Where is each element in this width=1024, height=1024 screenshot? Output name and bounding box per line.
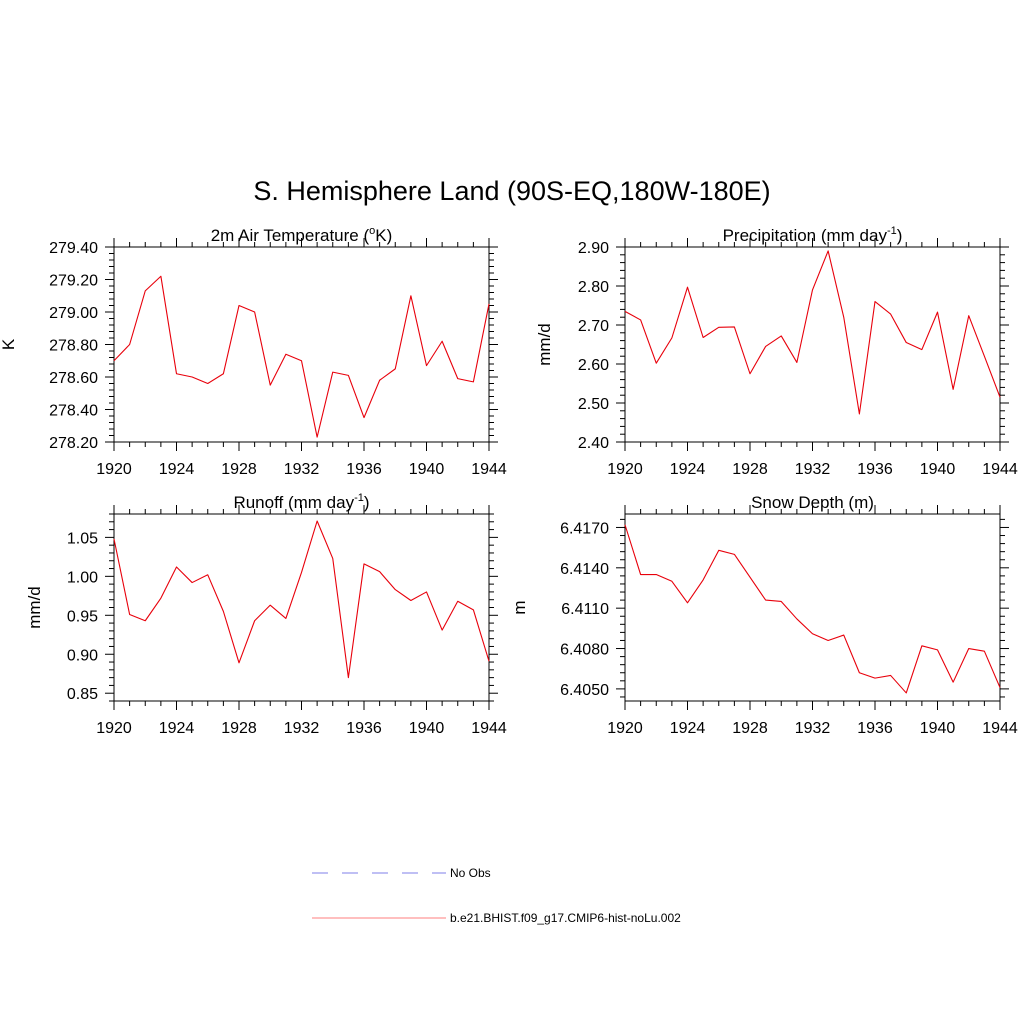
y-axis-label: K: [0, 338, 18, 350]
y-tick-label: 278.60: [49, 370, 98, 387]
x-tick-label: 1920: [607, 461, 643, 478]
panel-temperature: 1920 1924 1928 1932 1936 1940 1944 278.20 278.40…: [0, 225, 507, 478]
y-tick-label: 278.80: [49, 338, 98, 355]
y-tick-label: 0.90: [67, 647, 98, 664]
x-tick-label: 1944: [982, 720, 1018, 737]
y-tick-label: 279.20: [49, 273, 98, 290]
y-axis-label: mm/d: [535, 323, 554, 366]
y-axis-label: mm/d: [25, 586, 44, 629]
y-tick-label: 6.4050: [560, 682, 609, 699]
x-tick-label: 1932: [795, 720, 831, 737]
panel-title: Snow Depth (m): [751, 493, 874, 512]
x-tick-label: 1928: [221, 461, 257, 478]
x-tick-label: 1924: [670, 461, 706, 478]
y-tick-label: 1.05: [67, 530, 98, 547]
x-tick-label: 1936: [346, 720, 382, 737]
y-tick-label: 279.40: [49, 240, 98, 257]
x-tick-label: 1920: [96, 461, 132, 478]
legend-model-label: b.e21.BHIST.f09_g17.CMIP6-hist-noLu.002: [450, 911, 681, 925]
legend-obs-label: No Obs: [450, 866, 491, 880]
x-tick-label: 1932: [284, 461, 320, 478]
series-line: [624, 524, 1001, 694]
plot-frame: [113, 246, 490, 443]
y-tick-label: 2.90: [578, 240, 609, 257]
x-tick-label: 1932: [284, 720, 320, 737]
x-tick-label: 1928: [221, 720, 257, 737]
panel-precipitation: 1920 1924 1928 1932 1936 1940 1944 2.40 2.50 2.60…: [535, 225, 1018, 478]
x-tick-label: 1928: [732, 720, 768, 737]
y-tick-label: 2.80: [578, 279, 609, 296]
y-tick-label: 6.4140: [560, 561, 609, 578]
x-tick-label: 1944: [982, 461, 1018, 478]
panel-runoff: 1920 1924 1928 1932 1936 1940 1944 0.85 0.90 0.95…: [25, 492, 507, 737]
y-tick-label: 6.4110: [561, 601, 609, 618]
x-tick-label: 1944: [471, 461, 507, 478]
x-tick-label: 1940: [920, 720, 956, 737]
x-tick-label: 1944: [471, 720, 507, 737]
figure-title: S. Hemisphere Land (90S-EQ,180W-180E): [253, 176, 770, 206]
x-tick-label: 1940: [409, 461, 445, 478]
panels: 1920 1924 1928 1932 1936 1940 1944 278.20 278.40…: [0, 225, 1018, 737]
x-tick-label: 1924: [670, 720, 706, 737]
panel-title: Runoff (mm day-1): [233, 492, 369, 512]
x-tick-label: 1924: [159, 720, 195, 737]
y-tick-label: 2.70: [578, 318, 609, 335]
x-tick-label: 1928: [732, 461, 768, 478]
y-tick-label: 6.4170: [560, 520, 609, 537]
x-tick-label: 1920: [607, 720, 643, 737]
x-tick-label: 1920: [96, 720, 132, 737]
y-tick-label: 1.00: [67, 569, 98, 586]
y-tick-label: 2.60: [578, 357, 609, 374]
y-tick-label: 2.40: [578, 435, 609, 452]
x-tick-label: 1940: [920, 461, 956, 478]
panel-title: 2m Air Temperature (oK): [211, 225, 393, 245]
x-tick-label: 1932: [795, 461, 831, 478]
x-tick-label: 1936: [857, 461, 893, 478]
x-tick-label: 1936: [346, 461, 382, 478]
x-tick-label: 1924: [159, 461, 195, 478]
y-tick-label: 278.40: [49, 403, 98, 420]
panel-snow-depth: 1920 1924 1928 1932 1936 1940 1944 6.4050 6.4080…: [510, 493, 1018, 737]
panel-title: Precipitation (mm day-1): [723, 225, 903, 245]
series-line: [624, 250, 1001, 415]
y-tick-label: 0.95: [67, 608, 98, 625]
series-line: [113, 520, 490, 679]
y-tick-label: 278.20: [49, 435, 98, 452]
plot-frame: [624, 513, 1001, 702]
x-tick-label: 1936: [857, 720, 893, 737]
y-tick-label: 0.85: [67, 686, 98, 703]
legend: No Obs b.e21.BHIST.f09_g17.CMIP6-hist-no…: [312, 866, 681, 925]
y-tick-label: 6.4080: [560, 642, 609, 659]
y-tick-label: 2.50: [578, 396, 609, 413]
series-line: [113, 275, 490, 438]
x-tick-label: 1940: [409, 720, 445, 737]
y-axis-label: m: [510, 600, 529, 614]
y-tick-label: 279.00: [49, 305, 98, 322]
